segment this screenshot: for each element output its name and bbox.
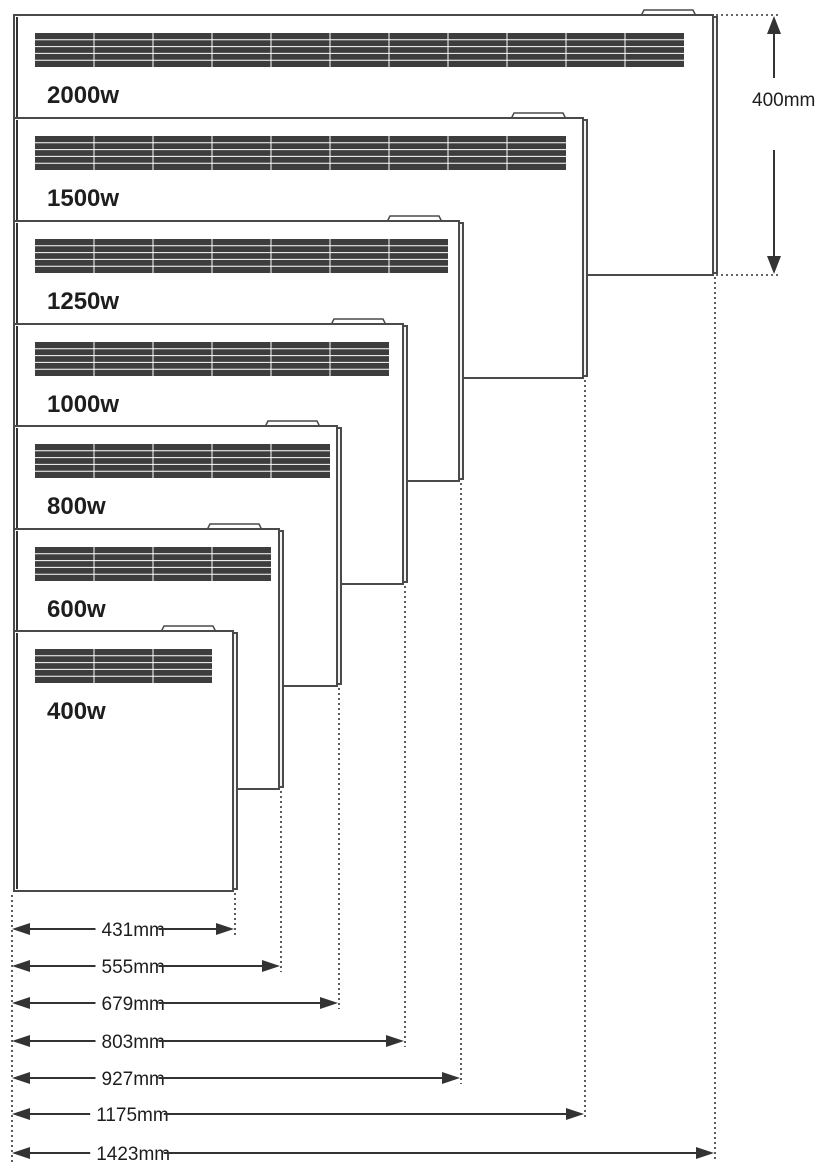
width-label: 1175mm xyxy=(96,1105,169,1126)
width-dimension-679mm: 679mm xyxy=(12,688,340,1015)
panel-power-label: 1250w xyxy=(47,288,119,315)
panel-power-label: 2000w xyxy=(47,82,119,109)
arrow-head-left xyxy=(12,997,30,1009)
width-label: 1423mm xyxy=(96,1144,170,1165)
width-dimension-431mm: 431mm xyxy=(12,893,236,941)
arrow-head-right xyxy=(262,960,280,972)
panel-side-edge xyxy=(232,632,238,890)
panel-power-label: 600w xyxy=(47,596,106,623)
arrow-head-right xyxy=(566,1108,584,1120)
arrow-head-right xyxy=(386,1035,404,1047)
panel-side-edge xyxy=(458,222,464,480)
height-dimension: 400mm xyxy=(716,14,815,276)
arrow-head-left xyxy=(12,1072,30,1084)
panel-grille xyxy=(35,444,330,478)
arrow-head-left xyxy=(12,1035,30,1047)
arrow-head-left xyxy=(12,923,30,935)
width-dimension-555mm: 555mm xyxy=(12,791,282,978)
arrow-head-right xyxy=(442,1072,460,1084)
width-label: 431mm xyxy=(102,920,165,941)
panel-side-edge xyxy=(582,119,588,377)
width-label: 927mm xyxy=(102,1069,165,1090)
panel-power-label: 1000w xyxy=(47,391,119,418)
height-arrow-head-bottom xyxy=(767,256,781,274)
panel-side-edge xyxy=(278,530,284,788)
width-label: 555mm xyxy=(102,957,165,978)
panel-grille xyxy=(35,239,448,273)
heater-panel-400w: 400w xyxy=(13,625,238,892)
panel-grille xyxy=(35,33,684,67)
arrow-head-right xyxy=(696,1147,714,1159)
arrow-head-left xyxy=(12,1108,30,1120)
panel-side-edge xyxy=(712,16,718,274)
arrow-head-right xyxy=(216,923,234,935)
panel-side-edge xyxy=(402,325,408,583)
width-dimension-803mm: 803mm xyxy=(12,586,406,1053)
panel-side-edge xyxy=(336,427,342,685)
width-label: 803mm xyxy=(102,1032,165,1053)
arrow-head-right xyxy=(320,997,338,1009)
width-dimension-1423mm: 1423mm xyxy=(12,277,716,1165)
panel-power-label: 1500w xyxy=(47,185,119,212)
arrow-head-left xyxy=(12,1147,30,1159)
width-dimension-1175mm: 1175mm xyxy=(12,380,586,1126)
panel-grille xyxy=(35,649,212,683)
width-dimension-927mm: 927mm xyxy=(12,483,462,1090)
panel-grille xyxy=(35,136,566,170)
height-label: 400mm xyxy=(752,90,815,111)
arrow-head-left xyxy=(12,960,30,972)
height-arrow-head-top xyxy=(767,16,781,34)
width-label: 679mm xyxy=(102,994,165,1015)
heater-panels: 2000w 1500w 1250w 1000w 800w 600w 400w xyxy=(13,9,718,892)
panel-power-label: 800w xyxy=(47,493,106,520)
width-dimensions: 431mm 555mm 679mm 803mm 927mm 1175mm 1423mm xyxy=(11,277,716,1165)
panel-power-label: 400w xyxy=(47,698,106,725)
